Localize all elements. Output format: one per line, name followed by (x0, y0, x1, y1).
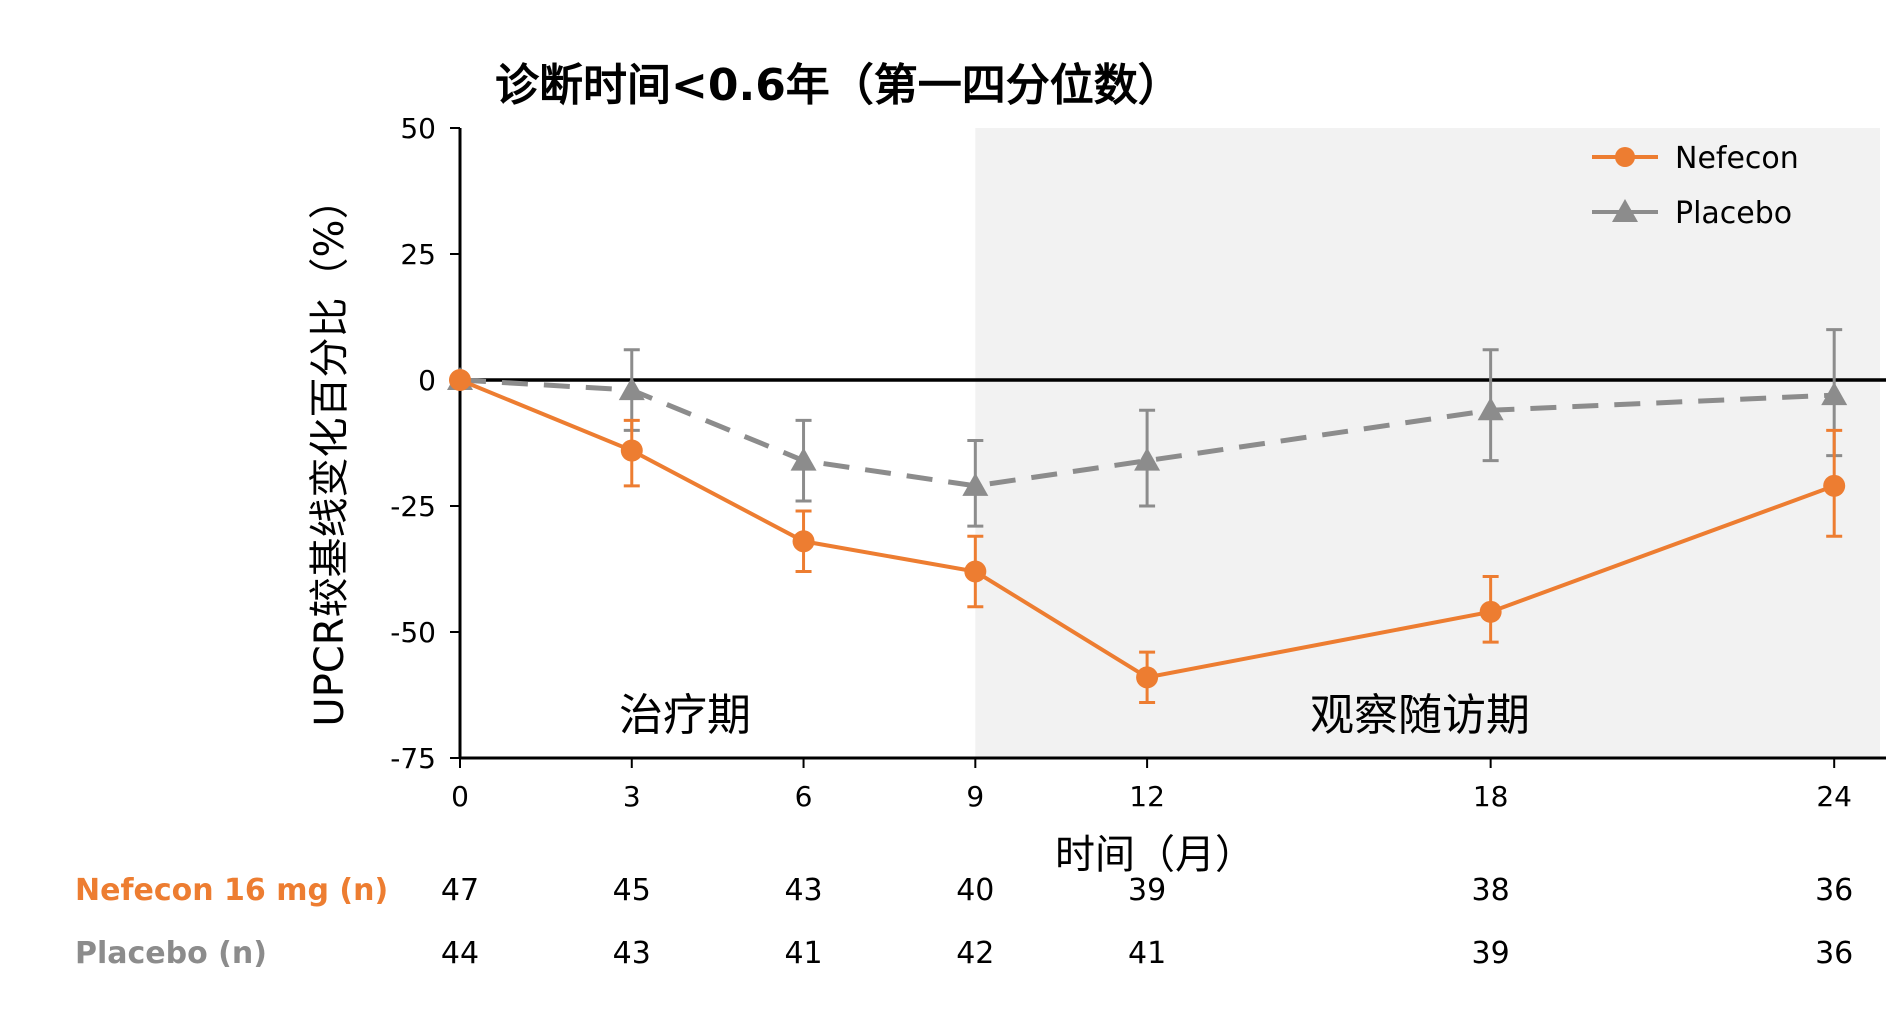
data-point-nefecon (1136, 666, 1159, 689)
data-point-nefecon (964, 560, 987, 583)
y-tick-label: 0 (418, 364, 436, 397)
risk-cell: 38 (1472, 873, 1510, 908)
x-tick-label: 6 (795, 780, 813, 813)
x-tick-label: 18 (1473, 780, 1509, 813)
x-tick-label: 0 (451, 780, 469, 813)
x-tick-label: 3 (623, 780, 641, 813)
y-tick-label: 50 (400, 112, 436, 145)
risk-cell: 39 (1472, 936, 1510, 971)
y-tick-label: -50 (390, 616, 436, 649)
data-point-nefecon (620, 439, 643, 462)
y-axis-label: UPCR较基线变化百分比（%） (307, 179, 353, 726)
legend: Nefecon Placebo (1592, 141, 1799, 231)
y-tick-label: -25 (390, 490, 436, 523)
legend-nefecon-label: Nefecon (1675, 141, 1799, 176)
risk-table: Nefecon 16 mg (n) 47 45 43 40 39 38 36 Placebo (… (75, 873, 1853, 971)
followup-shade (975, 128, 1880, 758)
risk-cell: 42 (956, 936, 994, 971)
risk-cell: 47 (441, 873, 479, 908)
risk-cell: 39 (1128, 873, 1166, 908)
y-tick-label: -75 (390, 742, 436, 775)
x-tick-label: 9 (966, 780, 984, 813)
x-tick-label: 12 (1129, 780, 1165, 813)
legend-placebo-label: Placebo (1675, 196, 1792, 231)
data-point-nefecon (1823, 474, 1846, 497)
data-point-placebo (618, 377, 645, 401)
series-nefecon (449, 369, 1846, 705)
risk-row-label: Placebo (n) (75, 936, 267, 971)
risk-cell: 45 (613, 873, 651, 908)
period-label-followup: 观察随访期 (1310, 690, 1530, 741)
x-axis-label: 时间（月） (1055, 832, 1255, 878)
risk-cell: 40 (956, 873, 994, 908)
data-point-placebo (1477, 397, 1504, 421)
risk-cell: 41 (1128, 936, 1166, 971)
risk-row-label: Nefecon 16 mg (n) (75, 873, 388, 908)
risk-cell: 44 (441, 936, 479, 971)
data-point-placebo (962, 472, 989, 496)
data-point-nefecon (449, 369, 471, 391)
risk-cell: 43 (613, 936, 651, 971)
risk-cell: 43 (784, 873, 822, 908)
data-point-nefecon (792, 530, 815, 553)
risk-cell: 36 (1815, 873, 1853, 908)
x-tick-label: 24 (1816, 780, 1852, 813)
data-point-placebo (1134, 447, 1161, 471)
risk-cell: 41 (784, 936, 822, 971)
y-tick-label: 25 (400, 238, 436, 271)
risk-cell: 36 (1815, 936, 1853, 971)
legend-nefecon-marker (1615, 147, 1635, 167)
period-label-treatment: 治疗期 (619, 690, 751, 741)
data-point-placebo (1821, 382, 1848, 406)
chart-title: 诊断时间<0.6年（第一四分位数） (495, 60, 1182, 111)
data-point-nefecon (1479, 600, 1502, 623)
data-point-placebo (790, 447, 817, 471)
legend-placebo-marker (1612, 199, 1638, 222)
